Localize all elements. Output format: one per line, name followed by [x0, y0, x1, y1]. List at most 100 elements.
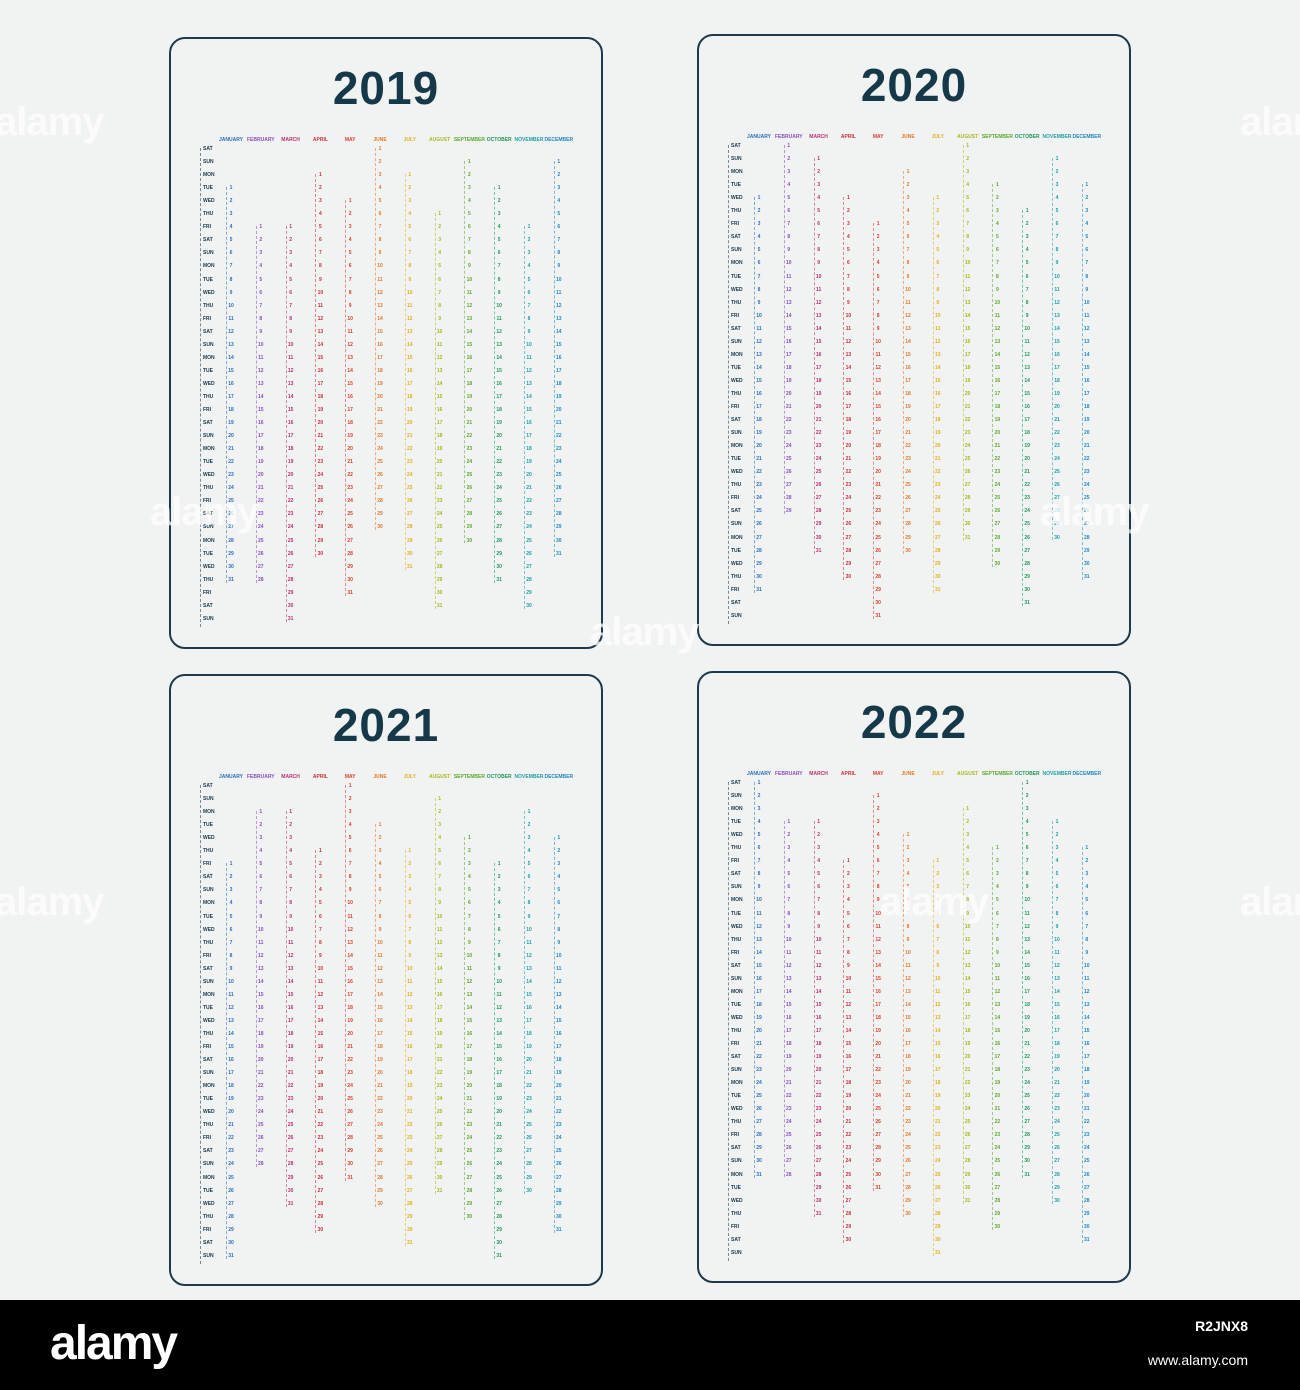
weekday-label: TUE — [731, 1001, 741, 1008]
day-number: 17 — [258, 433, 264, 440]
day-number: 24 — [526, 1109, 532, 1116]
day-number: 14 — [466, 1004, 473, 1011]
weekday-label: WED — [203, 472, 215, 479]
day-number: 27 — [964, 1145, 971, 1152]
day-number: 4 — [996, 221, 999, 228]
weekday-label: WED — [731, 923, 743, 930]
day-number: 25 — [526, 1122, 532, 1129]
weekday-label: FRI — [731, 1041, 740, 1047]
day-number: 30 — [347, 576, 353, 583]
day-number: 1 — [438, 796, 441, 803]
day-number: 16 — [496, 1057, 502, 1064]
day-number: 11 — [407, 302, 413, 309]
day-number: 10 — [496, 302, 502, 309]
day-number: 12 — [347, 926, 353, 933]
weekday-label: SAT — [203, 328, 213, 335]
day-number: 30 — [756, 1158, 762, 1165]
day-number: 22 — [815, 430, 822, 437]
day-number: 18 — [994, 404, 1001, 410]
day-number: 20 — [905, 417, 911, 424]
day-number: 23 — [228, 472, 234, 479]
day-number: 17 — [845, 1067, 852, 1074]
day-number: 12 — [994, 988, 1001, 995]
day-number: 29 — [1024, 1145, 1030, 1152]
day-number: 2 — [289, 822, 292, 829]
weekday-label: WED — [203, 380, 215, 387]
day-number: 14 — [317, 341, 324, 348]
day-number: 12 — [756, 338, 762, 345]
day-number: 10 — [875, 338, 881, 345]
day-number: 23 — [845, 1145, 852, 1152]
day-number: 7 — [936, 936, 940, 943]
day-number: 6 — [408, 237, 412, 244]
day-number: 28 — [526, 1161, 532, 1168]
day-number: 29 — [377, 511, 383, 518]
day-number: 15 — [287, 407, 294, 413]
day-number: 23 — [994, 469, 1001, 476]
day-number: 24 — [845, 495, 852, 502]
day-number: 18 — [756, 417, 762, 424]
weekday-label: FRI — [203, 498, 212, 505]
day-number: 5 — [757, 832, 761, 839]
day-number: 3 — [757, 221, 761, 228]
day-number: 26 — [287, 1135, 294, 1142]
day-number: 26 — [228, 511, 234, 518]
day-number: 18 — [436, 433, 443, 440]
day-number: 19 — [786, 377, 792, 384]
weekday-label: SAT — [203, 237, 213, 244]
day-number: 21 — [1084, 443, 1090, 450]
day-number: 9 — [996, 949, 999, 956]
day-number: 20 — [964, 1054, 971, 1061]
day-number: 9 — [557, 939, 561, 946]
day-number: 5 — [936, 247, 940, 254]
day-number: 9 — [847, 299, 850, 306]
day-number: 26 — [466, 485, 473, 492]
day-number: 6 — [966, 208, 969, 215]
day-number: 15 — [935, 377, 941, 384]
day-number: 8 — [787, 234, 791, 241]
weekday-label: THU — [203, 485, 214, 492]
day-number: 25 — [815, 469, 822, 476]
day-number: 21 — [317, 433, 324, 440]
day-number: 14 — [994, 1014, 1001, 1021]
day-number: 26 — [756, 521, 762, 528]
day-number: 26 — [347, 524, 353, 531]
day-number: 29 — [875, 1158, 881, 1165]
day-number: 19 — [526, 1044, 532, 1050]
day-number: 27 — [875, 560, 881, 567]
day-number: 11 — [786, 273, 792, 280]
day-number: 2 — [497, 198, 501, 205]
alamy-logo[interactable]: alamy — [50, 1317, 178, 1370]
day-number: 13 — [786, 975, 792, 982]
day-number: 18 — [845, 1080, 852, 1087]
day-number: 8 — [847, 286, 850, 293]
day-number: 15 — [436, 978, 443, 985]
weekday-column-line — [200, 785, 201, 1264]
day-number: 4 — [289, 263, 292, 270]
day-number: 5 — [497, 913, 501, 920]
day-number: 10 — [258, 341, 264, 348]
day-number: 28 — [994, 534, 1001, 541]
day-number: 26 — [845, 1184, 852, 1191]
day-number: 26 — [905, 1158, 911, 1165]
day-number: 13 — [407, 328, 413, 335]
site-url-label[interactable]: www.alamy.com — [1147, 1352, 1248, 1368]
day-number: 21 — [786, 404, 792, 410]
day-number: 14 — [964, 975, 971, 982]
day-number: 6 — [787, 884, 791, 891]
weekday-label: THU — [203, 939, 214, 946]
day-number: 3 — [996, 871, 999, 878]
weekday-label: SAT — [731, 599, 741, 606]
day-number: 6 — [229, 250, 233, 257]
month-column-line — [524, 811, 525, 1194]
day-number: 6 — [936, 260, 940, 267]
weekday-label: SUN — [203, 1070, 214, 1077]
day-number: 12 — [287, 952, 294, 959]
day-number: 5 — [996, 897, 999, 904]
day-number: 31 — [556, 1226, 562, 1233]
day-number: 7 — [1055, 897, 1059, 904]
day-number: 14 — [526, 978, 532, 985]
weekday-label: FRI — [203, 315, 212, 322]
day-number: 20 — [786, 1067, 792, 1074]
day-number: 26 — [466, 1161, 473, 1168]
